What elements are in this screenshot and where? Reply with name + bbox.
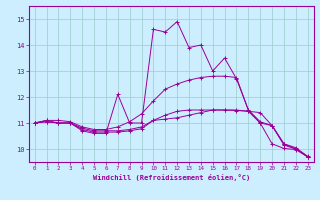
X-axis label: Windchill (Refroidissement éolien,°C): Windchill (Refroidissement éolien,°C) [92,174,250,181]
